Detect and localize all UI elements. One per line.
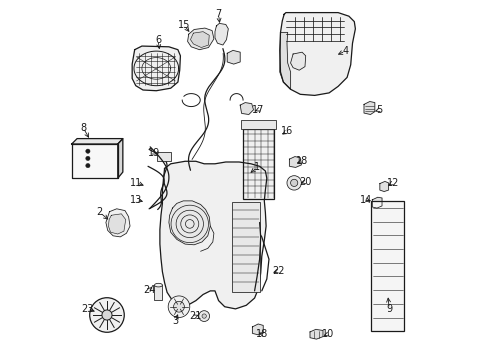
Polygon shape [108, 214, 125, 234]
Text: 5: 5 [376, 105, 382, 115]
Text: 7: 7 [215, 9, 221, 19]
Text: 17: 17 [251, 105, 264, 115]
Circle shape [85, 163, 90, 168]
Text: 14: 14 [359, 195, 371, 205]
Text: 13: 13 [130, 195, 142, 205]
Circle shape [199, 311, 209, 321]
Bar [154, 285, 162, 300]
Text: 3: 3 [172, 316, 178, 326]
Bar [231, 202, 260, 292]
Text: 8: 8 [80, 123, 86, 133]
Polygon shape [240, 103, 253, 114]
Text: 1: 1 [254, 162, 260, 172]
Ellipse shape [154, 283, 162, 287]
Text: 23: 23 [81, 304, 94, 314]
Text: 18: 18 [256, 329, 268, 339]
Circle shape [202, 314, 206, 318]
Polygon shape [279, 32, 290, 89]
Circle shape [290, 179, 297, 186]
Text: 19: 19 [148, 148, 160, 158]
Text: 22: 22 [271, 266, 284, 276]
Text: 16: 16 [280, 126, 292, 136]
Circle shape [286, 176, 301, 190]
Polygon shape [106, 209, 130, 237]
Polygon shape [160, 161, 266, 309]
Polygon shape [72, 144, 118, 178]
Bar [241, 120, 276, 129]
Polygon shape [363, 102, 374, 114]
Polygon shape [227, 50, 240, 64]
Circle shape [102, 310, 112, 320]
Text: 20: 20 [298, 177, 310, 187]
Polygon shape [309, 329, 322, 339]
Circle shape [85, 149, 90, 153]
Circle shape [173, 301, 184, 312]
Polygon shape [379, 181, 387, 192]
Polygon shape [132, 46, 180, 91]
Polygon shape [215, 23, 228, 45]
Polygon shape [371, 197, 381, 208]
Text: 15: 15 [178, 20, 190, 30]
Text: 9: 9 [386, 304, 391, 314]
Bar [370, 201, 404, 331]
Polygon shape [252, 324, 263, 335]
Text: 18: 18 [295, 156, 307, 166]
Polygon shape [289, 157, 301, 167]
Polygon shape [190, 32, 209, 48]
Bar [157, 152, 171, 161]
Circle shape [89, 298, 124, 332]
Text: 10: 10 [321, 329, 333, 339]
Polygon shape [290, 52, 305, 70]
Text: 2: 2 [97, 207, 102, 217]
Circle shape [168, 296, 189, 318]
Polygon shape [118, 139, 122, 178]
Text: 21: 21 [189, 311, 202, 321]
Text: 6: 6 [155, 35, 161, 45]
Text: 12: 12 [386, 178, 398, 188]
Polygon shape [168, 201, 210, 245]
Polygon shape [187, 28, 213, 50]
Polygon shape [279, 13, 355, 95]
Text: 24: 24 [142, 285, 155, 295]
Polygon shape [72, 139, 122, 144]
Bar [242, 129, 274, 199]
Text: 11: 11 [130, 178, 142, 188]
Circle shape [85, 156, 90, 161]
Text: 4: 4 [342, 46, 347, 56]
